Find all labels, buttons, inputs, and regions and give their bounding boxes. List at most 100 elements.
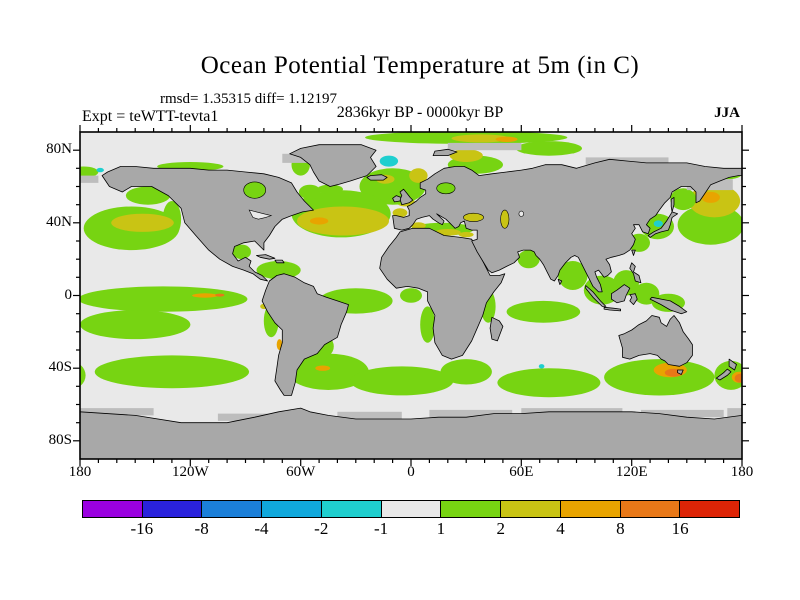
page-title: Ocean Potential Temperature at 5m (in C) [200, 52, 640, 79]
colorbar-tick-label: 1 [436, 519, 446, 538]
rmsd-diff-annotation: rmsd= 1.35315 diff= 1.12197 [160, 91, 338, 107]
sea-ice-block [80, 175, 99, 183]
anomaly-nz-east-orange [734, 373, 742, 383]
lake-hudson-bay [243, 181, 266, 199]
lake-black-sea [463, 212, 484, 222]
anomaly-n-atlantic-oryel [309, 217, 329, 225]
landmass [274, 259, 285, 264]
period-annotation: 2836kyr BP - 0000kyr BP [336, 104, 504, 121]
landmass [256, 254, 276, 260]
anomaly-med-olive-east [458, 231, 474, 238]
lat-tick-label: 40S [48, 359, 72, 376]
sea-ice-block [640, 409, 724, 418]
anomaly-eq-pacific-orange [215, 293, 225, 297]
landmass [80, 407, 742, 459]
sea-ice-block [429, 409, 513, 418]
landmass [670, 197, 675, 213]
anomaly-arabian-sea-green [517, 250, 540, 269]
colorbar-tick-label: -8 [194, 519, 209, 538]
anomaly-bay-of-bengal-green [558, 261, 588, 290]
landmass [631, 249, 636, 256]
anomaly-eq-pacific-green [80, 286, 248, 312]
lon-tick-label: 120E [615, 464, 648, 480]
colorbar-tick-label: -2 [314, 519, 329, 538]
anomaly-caribbean-green [256, 261, 301, 280]
anomaly-indian-ocean-cyan [538, 364, 545, 369]
lat-tick-label: 80S [48, 431, 72, 448]
landmass [629, 262, 642, 284]
anomaly-barents-olive [449, 149, 483, 162]
landmass [611, 284, 631, 304]
lon-tick-label: 180 [730, 464, 754, 480]
colorbar-tick-label: 2 [496, 519, 505, 538]
colorbar-tick-label: 8 [616, 519, 625, 538]
world-map-plot [70, 122, 752, 469]
colorbar-cell [500, 501, 560, 517]
colorbar-cell [440, 501, 501, 517]
lon-tick-label: 180 [68, 464, 92, 480]
anomaly-kara-green [515, 141, 582, 156]
landmass [603, 306, 621, 312]
lake-great-lakes [248, 209, 273, 220]
colorbar-cell [141, 501, 202, 517]
anomaly-n-atlantic-olive [297, 206, 389, 236]
colorbar-cell [679, 501, 740, 517]
anomaly-s-indian-band-green [497, 368, 601, 398]
colorbar-cell [261, 501, 321, 517]
lat-tick-label: 0 [64, 286, 73, 303]
map-frame [79, 131, 743, 460]
lon-tick-label: 0 [407, 464, 415, 480]
anomaly-arctic-top-olive [451, 134, 511, 143]
sea-ice-block [282, 153, 310, 163]
anomaly-gulf-mexico-green [232, 244, 251, 260]
landmass [649, 296, 688, 315]
season-label: JJA [714, 105, 740, 121]
landmass [489, 316, 504, 342]
anomaly-gulf-alaska-green [125, 186, 171, 205]
anomaly-nz-green-wrap [80, 364, 86, 387]
landmass [629, 293, 638, 305]
landmass [557, 278, 563, 285]
anomaly-chukchi-green-w [80, 166, 99, 178]
colorbar-cell [320, 501, 381, 517]
anomaly-chukchi-cyan [96, 167, 104, 173]
anomaly-s-australia-green [604, 359, 715, 396]
lon-tick-label: 60W [286, 464, 316, 480]
landmass [618, 315, 693, 367]
colorbar-tick-label: -16 [130, 519, 154, 538]
anomaly-argentine-basin-green [287, 353, 369, 390]
sea-ice-block [337, 411, 402, 420]
anomaly-agulhas-green [440, 359, 492, 385]
sea-ice-block [521, 408, 623, 414]
landmass [261, 273, 349, 396]
landmass [585, 285, 607, 307]
colorbar-cell [380, 501, 441, 517]
landmass [366, 174, 388, 181]
landmass [728, 358, 737, 371]
landmass [677, 369, 684, 375]
landmass [392, 158, 742, 293]
sea-ice-block [447, 142, 522, 151]
colorbar-cell [559, 501, 620, 517]
colorbar-tick-label: -4 [254, 519, 269, 538]
anomaly-s-trop-pacific-green [80, 310, 191, 340]
anomaly-s-greenland-green [317, 184, 343, 194]
anomaly-kamchatka-oryel [701, 191, 720, 203]
anomaly-s-atlantic-band-green [350, 366, 454, 396]
colorbar-cell [201, 501, 262, 517]
colorbar-cell [619, 501, 680, 517]
anomaly-labrador-green [298, 184, 321, 200]
anomaly-biscay-olive [392, 208, 408, 218]
lake-baltic-sea [436, 182, 456, 195]
landmass [289, 144, 377, 187]
anomaly-eq-pacific-oryel [192, 293, 218, 298]
anomaly-med-olive-west [411, 222, 426, 229]
landmass [647, 211, 678, 238]
sea-ice-block [80, 408, 154, 416]
experiment-label: Expt = teWTT-tevta1 [82, 108, 219, 125]
lon-tick-label: 120W [171, 464, 209, 480]
colorbar-tick-label: 16 [671, 519, 689, 538]
anomaly-arctic-top-oryel [495, 136, 518, 142]
anomaly-okhotsk-green [670, 188, 697, 211]
colorbar-cell [83, 501, 142, 517]
